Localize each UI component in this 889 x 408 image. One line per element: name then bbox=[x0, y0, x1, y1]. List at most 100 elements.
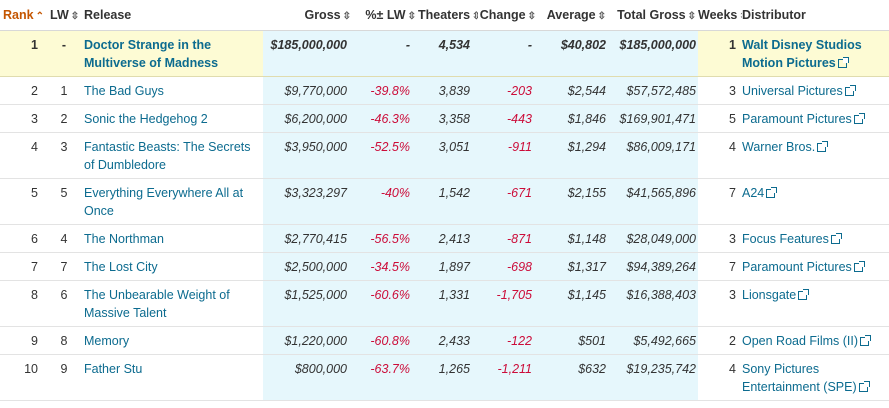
total-gross-cell: $28,049,000 bbox=[608, 224, 698, 253]
release-link[interactable]: Doctor Strange in the Multiverse of Madn… bbox=[84, 38, 219, 70]
sort-both-icon: ⇳ bbox=[527, 11, 536, 22]
weeks-cell: 4 bbox=[698, 132, 742, 179]
total-gross-cell: $185,000,000 bbox=[608, 30, 698, 77]
header-total-gross[interactable]: Total Gross ⇳ bbox=[608, 0, 698, 31]
rank-cell: 1 bbox=[0, 30, 50, 77]
distributor-link[interactable]: A24 bbox=[742, 184, 889, 202]
theaters-cell: 1,897 bbox=[418, 252, 478, 281]
header-release[interactable]: Release bbox=[78, 0, 263, 31]
release-cell: Father Stu bbox=[78, 354, 263, 401]
last-week-cell: 3 bbox=[50, 132, 78, 179]
theaters-cell: 2,413 bbox=[418, 224, 478, 253]
total-gross-cell: $5,492,665 bbox=[608, 326, 698, 355]
pct-lw-cell: -60.6% bbox=[355, 280, 418, 327]
distributor-link[interactable]: Paramount Pictures bbox=[742, 258, 889, 276]
change-cell: -871 bbox=[478, 224, 538, 253]
distributor-link[interactable]: Warner Bros. bbox=[742, 138, 889, 156]
theaters-cell: 3,051 bbox=[418, 132, 478, 179]
average-cell: $632 bbox=[538, 354, 608, 401]
release-cell: The Northman bbox=[78, 224, 263, 253]
distributor-cell: Warner Bros. bbox=[742, 132, 889, 179]
release-link[interactable]: The Bad Guys bbox=[84, 84, 164, 98]
table-row: 4 3 Fantastic Beasts: The Secrets of Dumbl… bbox=[0, 132, 889, 179]
change-cell: -122 bbox=[478, 326, 538, 355]
distributor-link[interactable]: Universal Pictures bbox=[742, 82, 889, 100]
header-theaters-label: Theaters bbox=[418, 8, 471, 22]
header-gross[interactable]: Gross ⇳ bbox=[263, 0, 355, 31]
distributor-label: Focus Features bbox=[742, 232, 829, 246]
gross-cell: $3,323,297 bbox=[263, 178, 355, 225]
total-gross-cell: $86,009,171 bbox=[608, 132, 698, 179]
pct-lw-cell: -46.3% bbox=[355, 104, 418, 133]
average-cell: $1,145 bbox=[538, 280, 608, 327]
table-row: 9 8 Memory $1,220,000 -60.8% 2,433 -122 $501 $5,… bbox=[0, 326, 889, 355]
distributor-label: Paramount Pictures bbox=[742, 112, 852, 126]
distributor-label: Walt Disney Studios Motion Pictures bbox=[742, 38, 862, 70]
gross-cell: $2,770,415 bbox=[263, 224, 355, 253]
table-header-row: Rank⌃ LW⇳ Release Gross⇳ %± LW⇳ Theaters… bbox=[0, 0, 889, 31]
external-link-icon bbox=[853, 113, 865, 124]
change-cell: -1,705 bbox=[478, 280, 538, 327]
total-gross-cell: $169,901,471 bbox=[608, 104, 698, 133]
release-link[interactable]: The Northman bbox=[84, 232, 164, 246]
gross-cell: $1,220,000 bbox=[263, 326, 355, 355]
sort-both-icon: ⇳ bbox=[472, 11, 478, 22]
last-week-cell: 9 bbox=[50, 354, 78, 401]
release-cell: The Lost City bbox=[78, 252, 263, 281]
external-link-icon bbox=[798, 289, 810, 300]
change-cell: -203 bbox=[478, 76, 538, 105]
release-cell: Fantastic Beasts: The Secrets of Dumbled… bbox=[78, 132, 263, 179]
header-lw[interactable]: LW⇳ bbox=[50, 0, 78, 31]
release-cell: Doctor Strange in the Multiverse of Madn… bbox=[78, 30, 263, 77]
change-cell: -443 bbox=[478, 104, 538, 133]
header-pct-lw[interactable]: %± LW ⇳ bbox=[355, 0, 418, 31]
distributor-link[interactable]: Sony Pictures Entertainment (SPE) bbox=[742, 360, 889, 396]
gross-cell: $6,200,000 bbox=[263, 104, 355, 133]
gross-cell: $3,950,000 bbox=[263, 132, 355, 179]
header-theaters[interactable]: Theaters⇳ bbox=[418, 0, 478, 31]
distributor-link[interactable]: Focus Features bbox=[742, 230, 889, 248]
sort-both-icon: ⇳ bbox=[739, 11, 742, 22]
header-total-gross-label: Total Gross bbox=[617, 8, 686, 22]
distributor-link[interactable]: Walt Disney Studios Motion Pictures bbox=[742, 36, 889, 72]
gross-cell: $2,500,000 bbox=[263, 252, 355, 281]
pct-lw-cell: -56.5% bbox=[355, 224, 418, 253]
release-link[interactable]: Sonic the Hedgehog 2 bbox=[84, 112, 208, 126]
release-cell: The Bad Guys bbox=[78, 76, 263, 105]
distributor-link[interactable]: Open Road Films (II) bbox=[742, 332, 889, 350]
release-link[interactable]: Fantastic Beasts: The Secrets of Dumbled… bbox=[84, 140, 251, 172]
distributor-label: A24 bbox=[742, 186, 765, 200]
release-link[interactable]: The Lost City bbox=[84, 260, 158, 274]
distributor-label: Lionsgate bbox=[742, 288, 797, 302]
last-week-cell: 5 bbox=[50, 178, 78, 225]
average-cell: $1,294 bbox=[538, 132, 608, 179]
header-rank-label: Rank bbox=[3, 8, 34, 22]
release-cell: Everything Everywhere All at Once bbox=[78, 178, 263, 225]
gross-cell: $800,000 bbox=[263, 354, 355, 401]
average-cell: $1,317 bbox=[538, 252, 608, 281]
header-change[interactable]: Change ⇳ bbox=[478, 0, 538, 31]
table-row: 2 1 The Bad Guys $9,770,000 -39.8% 3,839 -203 $… bbox=[0, 76, 889, 105]
rank-cell: 7 bbox=[0, 252, 50, 281]
weeks-cell: 7 bbox=[698, 252, 742, 281]
header-rank[interactable]: Rank ⌃ bbox=[0, 0, 50, 31]
distributor-link[interactable]: Paramount Pictures bbox=[742, 110, 889, 128]
release-link[interactable]: Memory bbox=[84, 334, 130, 348]
distributor-link[interactable]: Lionsgate bbox=[742, 286, 889, 304]
average-cell: $40,802 bbox=[538, 30, 608, 77]
external-link-icon bbox=[858, 381, 870, 392]
release-link[interactable]: Father Stu bbox=[84, 362, 143, 376]
header-weeks[interactable]: Weeks⇳ bbox=[698, 0, 742, 31]
pct-lw-cell: - bbox=[355, 30, 418, 77]
release-link[interactable]: The Unbearable Weight of Massive Talent bbox=[84, 288, 230, 320]
pct-lw-cell: -52.5% bbox=[355, 132, 418, 179]
average-cell: $2,155 bbox=[538, 178, 608, 225]
distributor-label: Paramount Pictures bbox=[742, 260, 852, 274]
release-link[interactable]: Everything Everywhere All at Once bbox=[84, 186, 244, 218]
distributor-cell: Walt Disney Studios Motion Pictures bbox=[742, 30, 889, 77]
header-average[interactable]: Average ⇳ bbox=[538, 0, 608, 31]
header-distributor[interactable]: Distributor bbox=[742, 0, 889, 31]
theaters-cell: 4,534 bbox=[418, 30, 478, 77]
theaters-cell: 1,542 bbox=[418, 178, 478, 225]
